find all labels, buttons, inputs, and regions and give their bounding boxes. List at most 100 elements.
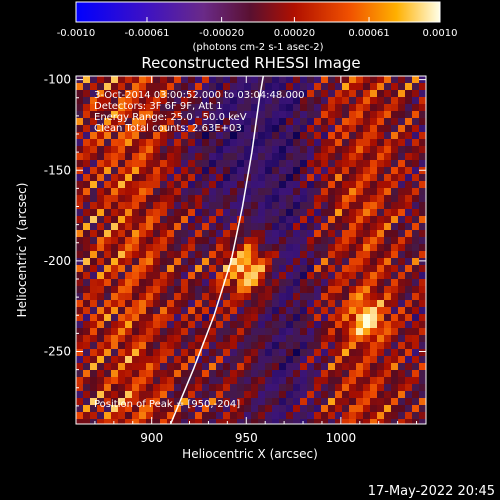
heatmap-cell [419, 300, 426, 308]
heatmap-cell [167, 216, 175, 224]
heatmap-cell [167, 279, 175, 287]
heatmap-cell [118, 335, 126, 343]
heatmap-cell [167, 377, 175, 385]
heatmap-cell [342, 97, 350, 105]
heatmap-cell [307, 321, 315, 329]
heatmap-cell [349, 286, 357, 294]
heatmap-cell [251, 90, 259, 98]
heatmap-cell [216, 384, 224, 392]
heatmap-cell [146, 335, 154, 343]
heatmap-cell [300, 104, 308, 112]
heatmap-cell [244, 209, 252, 217]
heatmap-cell [237, 83, 245, 91]
heatmap-cell [111, 398, 119, 406]
heatmap-cell [202, 83, 210, 91]
heatmap-cell [104, 83, 112, 91]
heatmap-cell [90, 258, 98, 266]
heatmap-cell [160, 377, 168, 385]
heatmap-cell [356, 223, 364, 231]
heatmap-cell [356, 153, 364, 161]
heatmap-cell [244, 125, 252, 133]
annotation-block: 3-Oct-2014 03:00:52.000 to 03:04:48.000 … [94, 90, 305, 134]
heatmap-cell [132, 125, 140, 133]
heatmap-cell [258, 363, 266, 371]
heatmap-cell [146, 314, 154, 322]
heatmap-cell [412, 209, 420, 217]
heatmap-cell [314, 307, 322, 315]
heatmap-cell [363, 405, 371, 413]
heatmap-cell [405, 258, 413, 266]
heatmap-cell [118, 398, 126, 406]
heatmap-cell [216, 405, 224, 413]
heatmap-cell [104, 237, 112, 245]
heatmap-cell [237, 90, 245, 98]
heatmap-cell [328, 202, 336, 210]
heatmap-cell [307, 104, 315, 112]
heatmap-cell [405, 230, 413, 238]
heatmap-cell [398, 244, 406, 252]
heatmap-cell [188, 251, 196, 259]
heatmap-cell [314, 209, 322, 217]
heatmap-cell [349, 118, 357, 126]
heatmap-cell [384, 132, 392, 140]
heatmap-cell [76, 139, 84, 147]
heatmap-cell [76, 244, 84, 252]
heatmap-cell [97, 342, 105, 350]
heatmap-cell [258, 419, 266, 424]
heatmap-cell [132, 174, 140, 182]
heatmap-cell [209, 195, 217, 203]
heatmap-cell [104, 188, 112, 196]
heatmap-cell [209, 363, 217, 371]
heatmap-cell [174, 321, 182, 329]
heatmap-cell [342, 314, 350, 322]
heatmap-cell [146, 251, 154, 259]
heatmap-cell [307, 160, 315, 168]
heatmap-cell [293, 377, 301, 385]
heatmap-cell [335, 328, 343, 336]
heatmap-cell [258, 209, 266, 217]
heatmap-cell [377, 342, 385, 350]
heatmap-cell [104, 384, 112, 392]
heatmap-cell [132, 293, 140, 301]
heatmap-cell [356, 167, 364, 175]
heatmap-cell [370, 300, 378, 308]
heatmap-cell [202, 300, 210, 308]
heatmap-cell [202, 370, 210, 378]
heatmap-cell [202, 174, 210, 182]
heatmap-cell [286, 321, 294, 329]
heatmap-cell [76, 174, 84, 182]
heatmap-cell [216, 419, 224, 424]
heatmap-cell [328, 209, 336, 217]
heatmap-cell [230, 216, 238, 224]
heatmap-cell [293, 244, 301, 252]
heatmap-cell [104, 125, 112, 133]
heatmap-cell [419, 363, 426, 371]
heatmap-cell [321, 132, 329, 140]
heatmap-cell [307, 125, 315, 133]
heatmap-cell [258, 321, 266, 329]
heatmap-cell [377, 160, 385, 168]
heatmap-cell [342, 258, 350, 266]
annotation-energy-range: Energy Range: 25.0 - 50.0 keV [94, 112, 247, 123]
heatmap-cell [216, 188, 224, 196]
heatmap-cell [153, 216, 161, 224]
heatmap-cell [265, 97, 273, 105]
heatmap-cell [349, 405, 357, 413]
heatmap-cell [230, 370, 238, 378]
heatmap-cell [146, 76, 154, 84]
heatmap-cell [335, 286, 343, 294]
heatmap-cell [398, 321, 406, 329]
heatmap-cell [370, 314, 378, 322]
y-tick-label: -200 [44, 254, 71, 268]
heatmap-cell [118, 125, 126, 133]
heatmap-cell [153, 272, 161, 280]
heatmap-cell [272, 146, 280, 154]
heatmap-cell [223, 391, 231, 399]
heatmap-cell [384, 76, 392, 84]
heatmap-cell [230, 398, 238, 406]
heatmap-cell [90, 237, 98, 245]
heatmap-cell [90, 216, 98, 224]
heatmap-cell [83, 209, 91, 217]
heatmap-cell [174, 209, 182, 217]
heatmap-cell [293, 419, 301, 424]
